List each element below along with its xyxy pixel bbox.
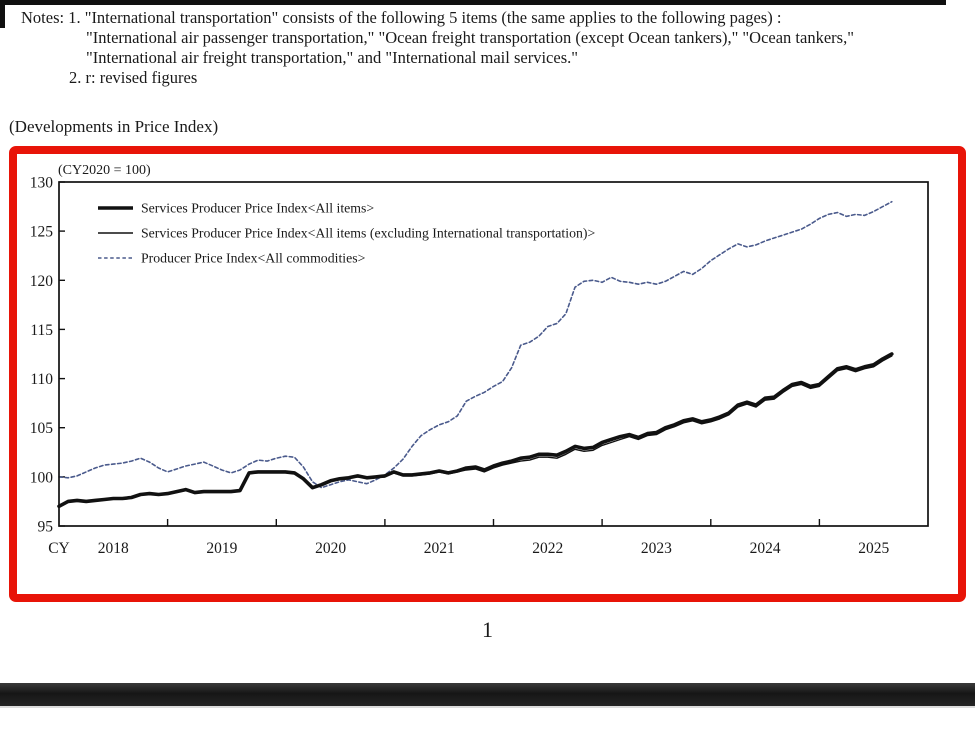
scan-artifact-left-notch [0,0,5,28]
plot-frame [58,181,929,527]
legend-label: Services Producer Price Index<All items … [141,226,595,242]
x-axis-prefix: CY [48,540,70,557]
x-axis-year-label: 2022 [532,540,563,557]
y-axis-label: 100 [30,469,54,486]
price-index-chart: (CY2020 = 100) 95 100 105 110 115 120 125 130 CY 2… [30,163,929,557]
sppi-all-items-line [57,352,894,509]
ppi-all-commodities-line [58,200,893,489]
y-axis-label: 105 [30,420,54,437]
chart-panel: (CY2020 = 100) 95 100 105 110 115 120 125 130 CY 2… [9,146,966,602]
x-axis-year-label: 2019 [206,540,237,557]
unit-note: (CY2020 = 100) [58,163,151,178]
scan-artifact-top-bar [0,0,946,5]
notes-block: Notes: 1. "International transportation"… [21,8,854,88]
legend-label: Producer Price Index<All commodities> [141,251,366,266]
y-axis-label: 130 [30,175,54,192]
x-axis-year-label: 2024 [750,540,781,557]
y-axis-label: 110 [30,371,53,388]
note-line-2: "International air passenger transportat… [86,28,854,47]
y-axis-label: 95 [38,519,54,536]
x-axis-year-label: 2018 [98,540,129,557]
x-axis-year-label: 2021 [424,540,455,557]
y-axis-label: 120 [30,273,54,290]
x-axis-year-label: 2023 [641,540,672,557]
section-title: (Developments in Price Index) [9,117,219,136]
note-line-4: 2. r: revised figures [69,68,198,87]
bottom-bar [0,683,975,708]
x-axis-year-label: 2020 [315,540,346,557]
legend-label: Services Producer Price Index<All items> [141,201,374,216]
sppi-excl-intl-transport-line [58,355,893,507]
y-axis-label: 125 [30,224,54,241]
x-axis-year-label: 2025 [858,540,889,557]
note-line-3: "International air freight transportatio… [86,48,578,67]
note-line-1: Notes: 1. "International transportation"… [21,8,782,27]
y-axis-label: 115 [30,322,53,339]
page-number: 1 [482,617,493,642]
